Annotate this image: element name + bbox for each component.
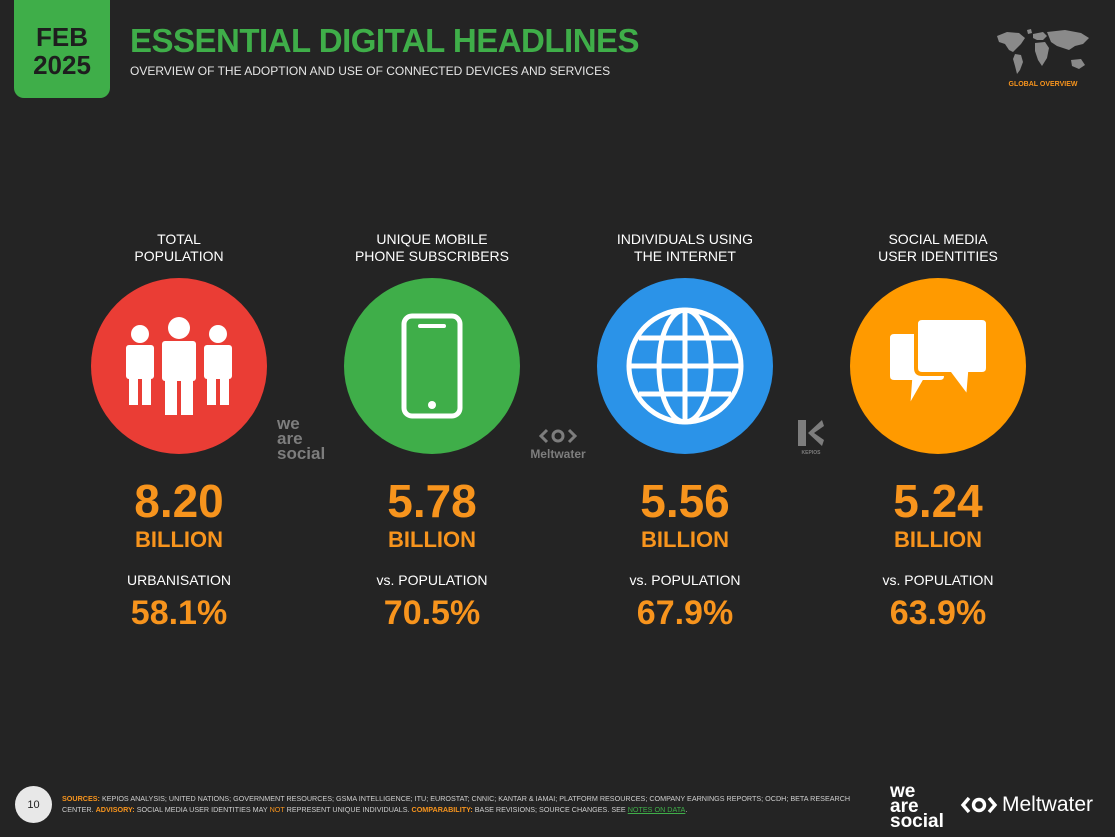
internet-circle: [597, 278, 773, 454]
date-badge: FEB 2025: [14, 0, 110, 98]
globe-icon: [626, 307, 744, 425]
mobile-unit: BILLION: [388, 527, 476, 552]
mobile-circle: [344, 278, 520, 454]
social-circle: [850, 278, 1026, 454]
social-value: 5.24: [893, 475, 983, 527]
page-number: 10: [15, 786, 52, 823]
social-pct: 63.9%: [889, 594, 987, 632]
sources-text: SOURCES: KEPIOS ANALYSIS; UNITED NATIONS…: [62, 794, 851, 814]
kepios-watermark: KEPIOS: [794, 418, 828, 456]
stat-label: INDIVIDUALS USING THE INTERNET: [616, 231, 754, 264]
internet-unit: BILLION: [641, 527, 729, 552]
notes-on-data-link[interactable]: NOTES ON DATA: [627, 805, 686, 814]
badge-month: FEB: [36, 22, 88, 52]
stat-label: UNIQUE MOBILE PHONE SUBSCRIBERS: [354, 231, 510, 264]
internet-pct: 67.9%: [636, 594, 734, 632]
urbanisation-label: URBANISATION: [127, 572, 231, 588]
internet-value: 5.56: [640, 475, 730, 527]
kepios-logo-icon: [798, 420, 824, 446]
population-value: 8.20: [134, 475, 224, 527]
population-circle: [91, 278, 267, 454]
global-overview-label: GLOBAL OVERVIEW: [1008, 81, 1078, 88]
social-sub-label: vs. POPULATION: [882, 572, 994, 588]
mobile-value: 5.78: [387, 475, 477, 527]
internet-sub-label: vs. POPULATION: [629, 572, 741, 588]
stat-internet-users: INDIVIDUALS USING THE INTERNET 5.56 BILL…: [565, 230, 805, 632]
chat-bubbles-icon: [886, 318, 990, 411]
world-map-icon: [997, 29, 1089, 74]
population-unit: BILLION: [135, 527, 223, 552]
meltwater-watermark: Meltwater: [521, 428, 595, 461]
mobile-pct: 70.5%: [383, 594, 481, 632]
mobile-phone-icon: [401, 313, 463, 419]
page-title: ESSENTIAL DIGITAL HEADLINES: [130, 22, 640, 59]
stat-label: TOTAL POPULATION: [134, 231, 224, 264]
meltwater-brand-icon: [960, 796, 998, 814]
people-icon: [126, 317, 232, 415]
we-are-social-logo: we are social: [890, 781, 944, 832]
badge-year: 2025: [33, 50, 91, 80]
stat-social-media: SOCIAL MEDIA USER IDENTITIES 5.24 BILLIO…: [818, 230, 1058, 632]
urbanisation-pct: 58.1%: [130, 594, 228, 632]
stat-mobile-subscribers: UNIQUE MOBILE PHONE SUBSCRIBERS 5.78 BIL…: [312, 230, 552, 632]
stat-total-population: TOTAL POPULATION 8.20 BILLION URBANISATI…: [59, 230, 299, 632]
we-are-social-watermark: we are social: [277, 414, 326, 463]
page-subtitle: OVERVIEW OF THE ADOPTION AND USE OF CONN…: [130, 64, 611, 78]
meltwater-logo: Meltwater: [960, 793, 1093, 817]
stat-label: SOCIAL MEDIA USER IDENTITIES: [878, 231, 998, 264]
social-unit: BILLION: [894, 527, 982, 552]
meltwater-logo-icon: [538, 428, 578, 444]
mobile-sub-label: vs. POPULATION: [376, 572, 488, 588]
